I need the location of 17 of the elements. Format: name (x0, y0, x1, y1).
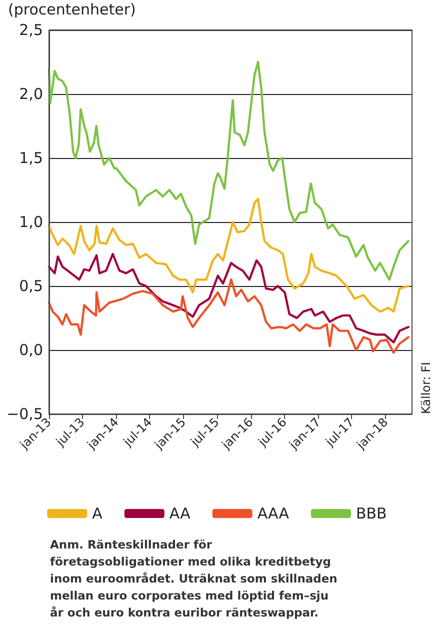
legend-label: BBB (356, 504, 387, 522)
text: Anm. Ränteskillnader för företagsobligationer med olika kreditbetyg inom euroområdet. Uträknat som skillnaden mellan euro corporates med löptid fem–sju år och euro kontra euribor ränteswappar. (50, 538, 342, 620)
text: Källor: FI (419, 362, 433, 414)
legend-label: AA (169, 504, 192, 522)
y-tick-label: 2,0 (19, 85, 43, 103)
legend-label: A (92, 504, 104, 522)
legend-label: AAA (257, 504, 290, 522)
line-series (48, 252, 410, 344)
line-series (48, 278, 410, 354)
y-tick-label: 0,0 (19, 341, 43, 359)
y-tick-label: 1,5 (19, 149, 43, 167)
y-tick-label: 0,5 (19, 277, 43, 295)
line-series (48, 198, 410, 313)
y-tick-label: 2,5 (19, 21, 43, 39)
chart-title: (procentenheter) (8, 0, 136, 18)
line-series (48, 60, 410, 281)
y-tick-label: 1,0 (19, 213, 43, 231)
